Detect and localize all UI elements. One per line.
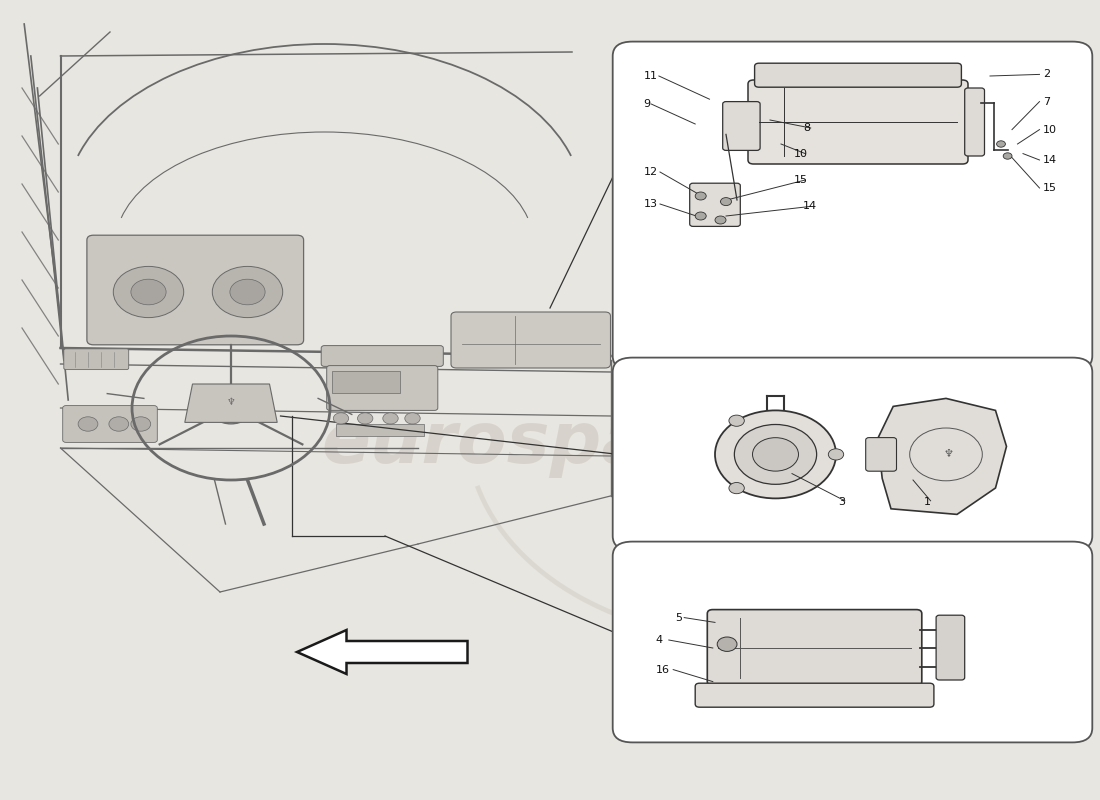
Polygon shape	[878, 398, 1006, 514]
Text: eurospares: eurospares	[321, 410, 779, 478]
FancyBboxPatch shape	[613, 358, 1092, 550]
Circle shape	[1003, 153, 1012, 159]
Text: 4: 4	[656, 635, 662, 645]
Circle shape	[113, 266, 184, 318]
Text: 14: 14	[803, 202, 817, 211]
FancyBboxPatch shape	[332, 371, 400, 393]
Text: 12: 12	[644, 167, 658, 177]
FancyBboxPatch shape	[63, 406, 157, 442]
Circle shape	[695, 192, 706, 200]
Circle shape	[209, 392, 253, 424]
Circle shape	[405, 413, 420, 424]
Circle shape	[752, 438, 799, 471]
FancyBboxPatch shape	[936, 615, 965, 680]
FancyBboxPatch shape	[866, 438, 896, 471]
Circle shape	[695, 212, 706, 220]
Circle shape	[131, 279, 166, 305]
Text: 8: 8	[803, 123, 810, 133]
Circle shape	[715, 410, 836, 498]
Text: 14: 14	[1043, 155, 1057, 165]
FancyBboxPatch shape	[613, 542, 1092, 742]
FancyBboxPatch shape	[451, 312, 611, 368]
Circle shape	[131, 417, 151, 431]
FancyBboxPatch shape	[613, 42, 1092, 370]
Text: 10: 10	[794, 149, 808, 158]
Text: 16: 16	[656, 665, 670, 674]
Circle shape	[212, 266, 283, 318]
Circle shape	[109, 417, 129, 431]
Circle shape	[383, 413, 398, 424]
Text: 7: 7	[1043, 97, 1049, 106]
Text: 2: 2	[1043, 70, 1049, 79]
FancyBboxPatch shape	[755, 63, 961, 87]
FancyBboxPatch shape	[695, 683, 934, 707]
Circle shape	[333, 413, 349, 424]
Text: 3: 3	[838, 498, 845, 507]
Text: 15: 15	[1043, 183, 1057, 193]
Text: ♆: ♆	[943, 450, 954, 459]
Text: 9: 9	[644, 99, 650, 109]
Text: 1: 1	[924, 498, 931, 507]
FancyBboxPatch shape	[87, 235, 304, 345]
Polygon shape	[297, 630, 468, 674]
Text: 10: 10	[1043, 125, 1057, 134]
Bar	[336, 424, 424, 436]
Text: 11: 11	[644, 71, 658, 81]
Text: 15: 15	[794, 175, 808, 185]
FancyBboxPatch shape	[748, 80, 968, 164]
FancyBboxPatch shape	[64, 349, 129, 370]
Circle shape	[78, 417, 98, 431]
Text: 5: 5	[675, 613, 682, 622]
Circle shape	[729, 482, 745, 494]
Circle shape	[720, 198, 732, 206]
Circle shape	[735, 425, 816, 484]
FancyBboxPatch shape	[321, 346, 443, 366]
FancyBboxPatch shape	[690, 183, 740, 226]
Polygon shape	[185, 384, 277, 422]
Circle shape	[358, 413, 373, 424]
Text: ♆: ♆	[227, 397, 235, 406]
Circle shape	[828, 449, 844, 460]
Circle shape	[715, 216, 726, 224]
Circle shape	[729, 415, 745, 426]
Circle shape	[717, 637, 737, 651]
FancyBboxPatch shape	[965, 88, 985, 156]
FancyBboxPatch shape	[327, 366, 438, 410]
Text: 13: 13	[644, 199, 658, 209]
FancyBboxPatch shape	[723, 102, 760, 150]
FancyBboxPatch shape	[707, 610, 922, 686]
Circle shape	[997, 141, 1005, 147]
Circle shape	[230, 279, 265, 305]
